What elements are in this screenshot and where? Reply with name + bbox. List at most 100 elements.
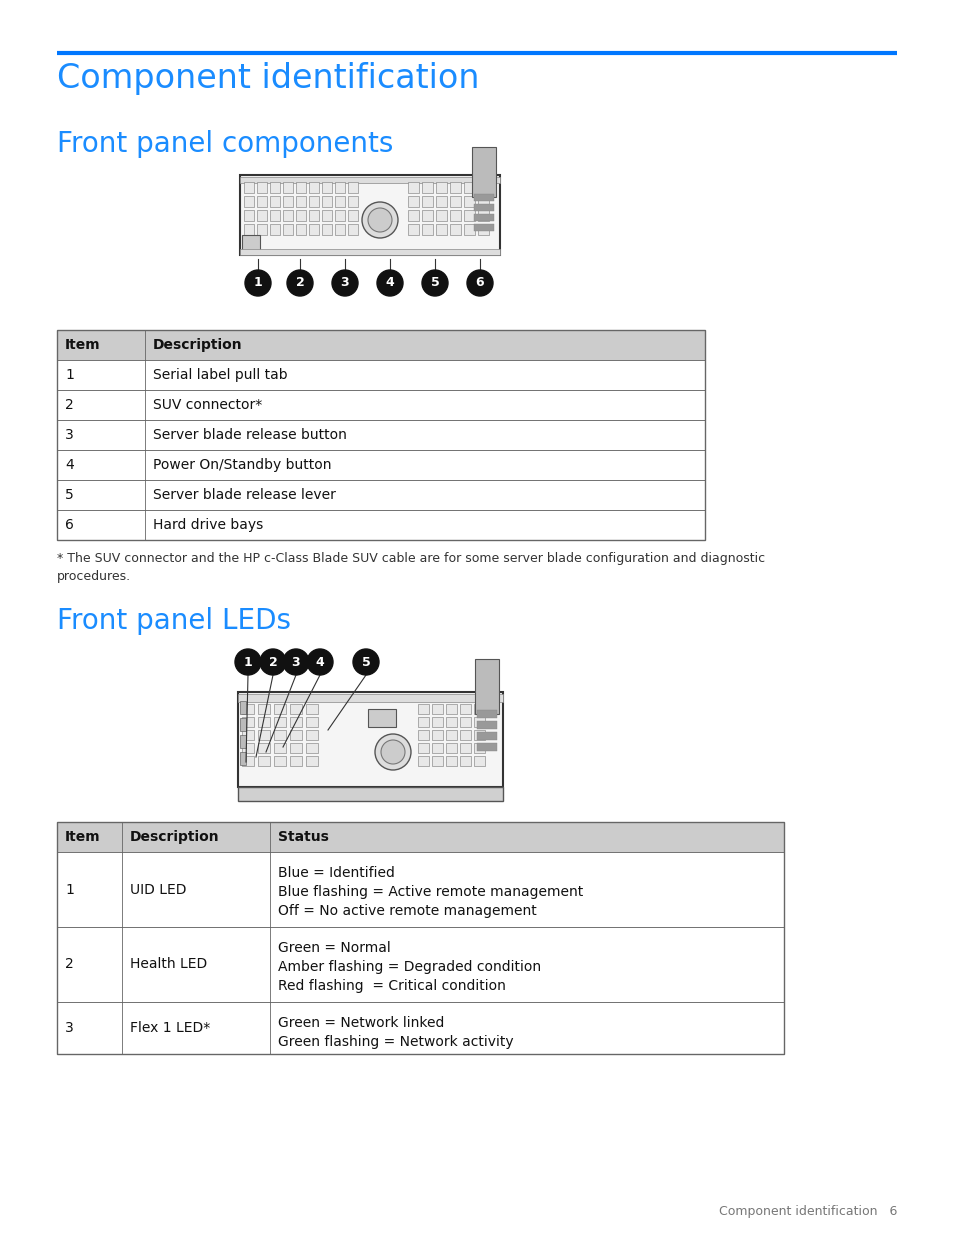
Bar xyxy=(240,249,499,254)
Text: 3: 3 xyxy=(340,277,349,289)
Bar xyxy=(463,224,475,235)
Bar xyxy=(322,196,332,207)
Bar xyxy=(57,480,704,510)
Bar xyxy=(348,196,357,207)
Text: Off = No active remote management: Off = No active remote management xyxy=(277,904,537,918)
Text: Blue flashing = Active remote management: Blue flashing = Active remote management xyxy=(277,885,582,899)
Bar xyxy=(240,718,246,731)
Bar xyxy=(417,704,429,714)
Bar xyxy=(322,182,332,193)
Bar xyxy=(472,147,496,198)
Text: Item: Item xyxy=(65,338,100,352)
Bar xyxy=(421,196,433,207)
Circle shape xyxy=(368,207,392,232)
Circle shape xyxy=(380,740,405,764)
Text: 3: 3 xyxy=(65,429,73,442)
Bar xyxy=(459,743,471,753)
Bar xyxy=(477,224,489,235)
Bar xyxy=(446,718,456,727)
Bar xyxy=(256,224,267,235)
Text: Front panel components: Front panel components xyxy=(57,130,393,158)
Text: Red flashing  = Critical condition: Red flashing = Critical condition xyxy=(277,979,505,993)
Bar xyxy=(283,196,293,207)
Bar xyxy=(450,182,460,193)
Bar xyxy=(309,210,318,221)
Bar xyxy=(446,730,456,740)
Bar xyxy=(474,704,484,714)
Bar xyxy=(283,182,293,193)
Text: 1: 1 xyxy=(243,656,253,668)
Bar xyxy=(436,224,447,235)
Bar xyxy=(421,224,433,235)
Bar xyxy=(57,1002,783,1053)
Text: Power On/Standby button: Power On/Standby button xyxy=(152,458,331,472)
Text: Green = Normal: Green = Normal xyxy=(277,941,391,955)
Bar xyxy=(283,224,293,235)
Circle shape xyxy=(376,270,402,296)
Bar xyxy=(242,730,253,740)
Bar xyxy=(322,210,332,221)
Circle shape xyxy=(283,650,309,676)
Circle shape xyxy=(421,270,448,296)
Text: 2: 2 xyxy=(269,656,277,668)
Bar xyxy=(270,210,280,221)
Bar xyxy=(274,743,286,753)
Bar xyxy=(335,182,345,193)
Bar xyxy=(283,210,293,221)
Bar xyxy=(57,450,704,480)
Text: 6: 6 xyxy=(65,517,73,532)
Bar xyxy=(432,718,442,727)
Text: Component identification   6: Component identification 6 xyxy=(718,1205,896,1218)
Text: 5: 5 xyxy=(65,488,73,501)
Bar xyxy=(309,196,318,207)
Bar xyxy=(295,182,306,193)
Bar xyxy=(256,196,267,207)
Bar xyxy=(322,224,332,235)
Bar xyxy=(432,756,442,766)
Bar xyxy=(476,721,497,729)
Bar xyxy=(474,204,494,211)
Text: Server blade release button: Server blade release button xyxy=(152,429,347,442)
Bar xyxy=(306,756,317,766)
Bar xyxy=(450,196,460,207)
Bar xyxy=(290,704,302,714)
Text: Component identification: Component identification xyxy=(57,62,479,95)
Bar xyxy=(446,756,456,766)
Bar xyxy=(348,182,357,193)
Bar xyxy=(408,196,418,207)
Bar xyxy=(474,756,484,766)
Circle shape xyxy=(361,203,397,238)
Text: Flex 1 LED*: Flex 1 LED* xyxy=(130,1021,210,1035)
Bar xyxy=(295,210,306,221)
Bar xyxy=(242,704,253,714)
Text: 2: 2 xyxy=(295,277,304,289)
Bar xyxy=(257,718,270,727)
Text: 2: 2 xyxy=(65,398,73,412)
Bar xyxy=(57,852,783,927)
Bar xyxy=(474,743,484,753)
Text: Blue = Identified: Blue = Identified xyxy=(277,866,395,881)
Bar xyxy=(244,196,253,207)
Text: 3: 3 xyxy=(65,1021,73,1035)
Bar xyxy=(57,823,783,1053)
Text: 4: 4 xyxy=(315,656,324,668)
Text: 5: 5 xyxy=(361,656,370,668)
Bar xyxy=(242,756,253,766)
Bar xyxy=(274,704,286,714)
Text: UID LED: UID LED xyxy=(130,883,186,897)
Bar xyxy=(417,718,429,727)
Bar xyxy=(474,718,484,727)
Bar xyxy=(256,210,267,221)
Bar xyxy=(306,718,317,727)
Bar xyxy=(257,730,270,740)
Bar xyxy=(417,756,429,766)
Bar xyxy=(274,718,286,727)
Bar xyxy=(474,214,494,221)
Bar xyxy=(335,224,345,235)
Bar xyxy=(474,194,494,201)
Bar xyxy=(309,182,318,193)
Text: 2: 2 xyxy=(65,957,73,972)
Bar xyxy=(290,718,302,727)
Bar xyxy=(459,730,471,740)
Bar xyxy=(459,704,471,714)
